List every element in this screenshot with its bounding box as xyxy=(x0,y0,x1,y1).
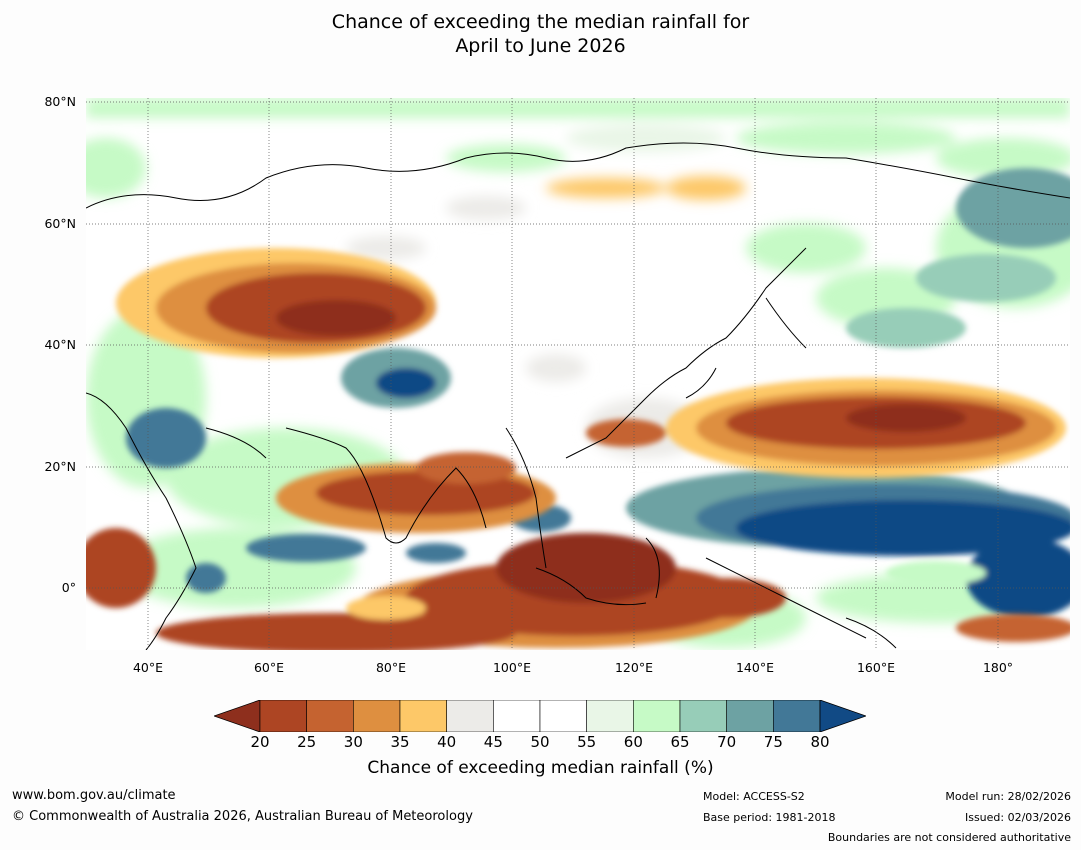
colorbar-segment xyxy=(353,699,401,733)
lon-label-140e: 140°E xyxy=(735,660,774,675)
lon-label-180: 180° xyxy=(982,660,1014,675)
colorbar-segment xyxy=(679,699,727,733)
chart-title: Chance of exceeding the median rainfall … xyxy=(0,10,1081,58)
colorbar-tick-label: 75 xyxy=(763,733,783,751)
footer-copyright: © Commonwealth of Australia 2026, Austra… xyxy=(12,809,473,824)
colorbar-segment xyxy=(493,699,541,733)
colorbar-tick-label: 80 xyxy=(810,733,830,751)
coastlines xyxy=(86,142,1070,650)
colorbar-extend-low xyxy=(212,699,261,733)
colorbar-tick-label: 60 xyxy=(623,733,643,751)
colorbar-segment xyxy=(446,699,494,733)
colorbar-segment xyxy=(259,699,307,733)
lat-label-20n: 20°N xyxy=(44,459,76,474)
colorbar-tick-label: 55 xyxy=(577,733,597,751)
colorbar-segment xyxy=(399,699,447,733)
colorbar-segment xyxy=(586,699,634,733)
lat-label-80n: 80°N xyxy=(44,94,76,109)
lon-label-160e: 160°E xyxy=(856,660,895,675)
footer-issued: Issued: 02/03/2026 xyxy=(964,811,1071,824)
colorbar-segment xyxy=(773,699,821,733)
footer-url[interactable]: www.bom.gov.au/climate xyxy=(12,788,176,803)
colorbar-segment xyxy=(726,699,774,733)
colorbar-tick-label: 40 xyxy=(437,733,457,751)
colorbar-tick-label: 30 xyxy=(343,733,363,751)
colorbar xyxy=(212,699,868,733)
colorbar-tick-label: 50 xyxy=(530,733,550,751)
rainfall-map xyxy=(86,98,1070,650)
graticule xyxy=(86,98,1070,650)
colorbar-tick-label: 20 xyxy=(250,733,270,751)
title-line-1: Chance of exceeding the median rainfall … xyxy=(331,11,750,33)
lon-label-60e: 60°E xyxy=(253,660,285,675)
lon-label-40e: 40°E xyxy=(132,660,164,675)
lon-label-80e: 80°E xyxy=(375,660,407,675)
map-field-dry xyxy=(86,248,1070,650)
lat-label-40n: 40°N xyxy=(44,337,76,352)
colorbar-tick-label: 70 xyxy=(717,733,737,751)
colorbar-label: Chance of exceeding median rainfall (%) xyxy=(367,758,714,778)
colorbar-extend-high xyxy=(819,699,868,733)
footer-model: Model: ACCESS-S2 xyxy=(703,790,805,803)
colorbar-tick-label: 35 xyxy=(390,733,410,751)
lat-label-0: 0° xyxy=(61,580,76,595)
colorbar-svg xyxy=(212,699,868,733)
colorbar-segment xyxy=(633,699,681,733)
title-line-2: April to June 2026 xyxy=(455,35,626,57)
footer-model-run: Model run: 28/02/2026 xyxy=(945,790,1071,803)
colorbar-tick-label: 25 xyxy=(297,733,317,751)
colorbar-segment xyxy=(306,699,354,733)
lon-label-100e: 100°E xyxy=(492,660,531,675)
footer-disclaimer: Boundaries are not considered authoritat… xyxy=(827,831,1071,844)
colorbar-tick-label: 65 xyxy=(670,733,690,751)
lat-label-60n: 60°N xyxy=(44,216,76,231)
lon-label-120e: 120°E xyxy=(614,660,653,675)
colorbar-tick-label: 45 xyxy=(483,733,503,751)
colorbar-segment xyxy=(539,699,587,733)
footer-base-period: Base period: 1981-2018 xyxy=(703,811,836,824)
map-svg xyxy=(86,98,1070,650)
